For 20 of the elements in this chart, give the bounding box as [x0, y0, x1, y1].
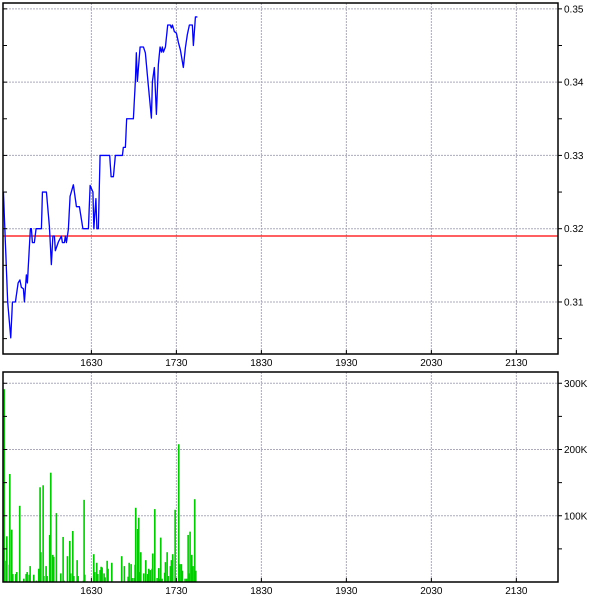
x-tick-label: 2130 [505, 586, 528, 597]
x-tick-label: 1630 [80, 586, 103, 597]
y-tick-label: 0.31 [564, 297, 584, 308]
y-tick-label: 0.32 [564, 224, 584, 236]
y-tick-label: 0.33 [564, 150, 584, 162]
x-tick-label: 1730 [165, 358, 188, 369]
y-tick-label: 200K [564, 445, 588, 456]
x-tick-label: 2030 [420, 586, 443, 597]
x-tick-label: 1930 [335, 358, 358, 369]
y-tick-label: 100K [564, 511, 588, 522]
y-tick-label: 0.34 [564, 78, 584, 89]
x-tick-label: 1830 [250, 586, 273, 597]
y-tick-label: 300K [564, 378, 588, 390]
x-tick-label: 1730 [165, 586, 188, 597]
x-tick-label: 1930 [335, 586, 358, 597]
x-tick-label: 1830 [250, 358, 273, 369]
y-tick-label: 0.35 [564, 4, 584, 16]
x-tick-label: 2030 [420, 358, 443, 369]
x-tick-label: 1630 [80, 358, 103, 369]
x-tick-label: 2130 [505, 358, 528, 369]
